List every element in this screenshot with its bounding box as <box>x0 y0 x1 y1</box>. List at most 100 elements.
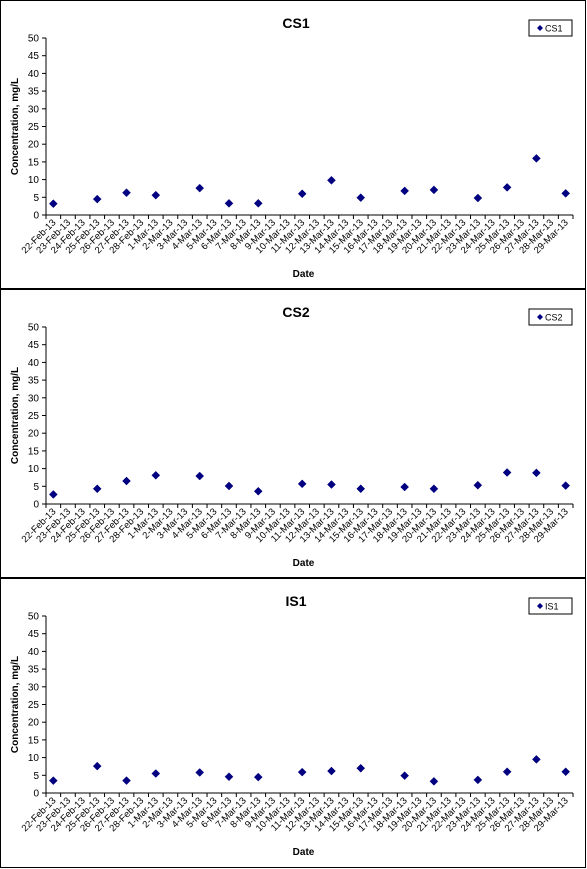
data-point <box>502 468 512 477</box>
chart-cs2: CS20510152025303540455022-Feb-1323-Feb-1… <box>10 304 574 569</box>
data-point <box>429 484 439 494</box>
y-tick-label: 5 <box>33 482 39 493</box>
legend-box <box>528 597 573 615</box>
data-point <box>122 776 131 785</box>
data-point <box>224 481 234 491</box>
data-point <box>224 772 234 782</box>
chart-panel-cs2: CS2 0 5 10 15 20 25 30 35 40 45 50 22-Feb-13 23-Feb-1… <box>0 289 586 578</box>
y-tick-label: 45 <box>28 340 40 351</box>
y-tick-label: 50 <box>28 34 40 45</box>
y-tick-label: 30 <box>28 104 40 115</box>
legend-label: IS1 <box>545 602 559 612</box>
chart-panel-cs1: CS1 0 5 10 15 20 25 30 35 40 45 50 22-Feb-13 23-Feb-1… <box>0 0 586 289</box>
data-point <box>253 772 263 782</box>
y-tick-label: 15 <box>28 735 40 746</box>
data-point <box>122 476 131 486</box>
data-point <box>48 776 58 785</box>
y-tick-label: 30 <box>28 682 40 693</box>
x-axis-title: Date <box>293 847 315 858</box>
chart-title: IS1 <box>285 593 306 609</box>
data-point <box>327 480 336 489</box>
legend-marker <box>537 314 543 320</box>
data-point <box>356 763 366 773</box>
data-point <box>195 183 205 193</box>
data-point <box>400 771 410 781</box>
legend-box <box>528 308 573 326</box>
y-tick-label: 5 <box>33 771 39 782</box>
data-point <box>48 199 58 209</box>
data-point <box>356 193 366 203</box>
data-point <box>195 471 205 481</box>
data-point <box>297 189 307 199</box>
y-tick-label: 50 <box>28 612 40 623</box>
data-point <box>151 769 161 778</box>
y-tick-label: 40 <box>28 358 40 369</box>
y-tick-label: 35 <box>28 665 40 676</box>
data-point <box>151 190 161 200</box>
legend-label: CS2 <box>545 313 563 323</box>
y-tick-label: 25 <box>28 700 40 711</box>
data-point <box>297 767 307 777</box>
data-point <box>502 183 512 192</box>
y-tick-label: 40 <box>28 69 40 80</box>
y-tick-label: 30 <box>28 393 40 404</box>
data-point <box>502 767 512 777</box>
data-point <box>473 193 483 203</box>
chart-panel-is1: IS1 0 5 10 15 20 25 30 35 40 45 50 22-Feb-13 23-Feb-1… <box>0 578 586 868</box>
data-point <box>327 766 336 776</box>
data-point <box>561 767 571 777</box>
data-point <box>92 194 102 204</box>
x-axis-title: Date <box>293 558 315 569</box>
y-tick-label: 10 <box>28 753 40 764</box>
y-tick-label: 25 <box>28 411 40 422</box>
data-point <box>400 186 410 196</box>
data-point <box>400 482 410 492</box>
y-tick-label: 0 <box>33 789 39 800</box>
y-tick-label: 40 <box>28 647 40 658</box>
data-point <box>195 768 205 777</box>
data-point <box>429 185 439 195</box>
data-point <box>327 175 336 185</box>
data-point <box>561 481 571 490</box>
data-point <box>532 154 541 163</box>
legend-marker <box>537 25 543 31</box>
chart-cs1: CS10510152025303540455022-Feb-1323-Feb-1… <box>10 15 574 280</box>
y-tick-label: 15 <box>28 157 40 168</box>
data-point <box>122 188 131 198</box>
y-tick-label: 45 <box>28 51 40 62</box>
legend-box <box>528 19 573 37</box>
data-point <box>253 486 263 496</box>
data-point <box>356 484 366 494</box>
legend-marker <box>537 603 543 609</box>
y-tick-label: 25 <box>28 122 40 133</box>
data-point <box>532 468 541 478</box>
data-point <box>92 484 102 494</box>
data-point <box>473 775 483 785</box>
data-point <box>224 198 234 208</box>
y-tick-label: 10 <box>28 464 40 475</box>
y-axis-title: Concentration, mg/L <box>10 367 21 464</box>
y-tick-label: 45 <box>28 629 40 640</box>
data-point <box>297 479 307 489</box>
y-tick-label: 50 <box>28 323 40 334</box>
data-point <box>473 480 483 490</box>
data-point <box>151 470 161 480</box>
y-axis-title: Concentration, mg/L <box>10 656 21 753</box>
data-point <box>561 189 571 198</box>
x-axis-title: Date <box>293 269 315 280</box>
y-tick-label: 0 <box>33 500 39 511</box>
y-tick-label: 20 <box>28 718 40 729</box>
data-point <box>48 490 58 499</box>
chart-title: CS1 <box>282 15 309 31</box>
data-point <box>92 761 102 771</box>
y-tick-label: 5 <box>33 193 39 204</box>
chart-title: CS2 <box>282 304 309 320</box>
chart-is1: IS10510152025303540455022-Feb-1323-Feb-1… <box>10 593 574 858</box>
y-tick-label: 35 <box>28 87 40 98</box>
data-point <box>532 755 541 764</box>
data-point <box>253 198 263 208</box>
legend-label: CS1 <box>545 24 563 34</box>
y-tick-label: 0 <box>33 211 39 222</box>
y-tick-label: 20 <box>28 429 40 440</box>
y-tick-label: 20 <box>28 140 40 151</box>
